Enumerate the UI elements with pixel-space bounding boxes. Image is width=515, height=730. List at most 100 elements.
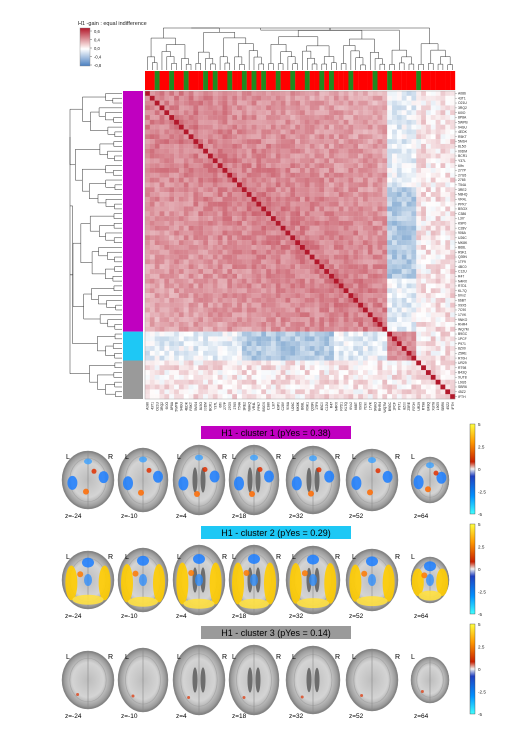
heatmap-cell xyxy=(382,374,388,380)
heatmap-cell xyxy=(203,288,209,294)
heatmap-cell xyxy=(362,307,368,313)
heatmap-cell xyxy=(367,350,373,356)
heatmap-cell xyxy=(329,307,335,313)
heatmap-cell xyxy=(329,384,335,390)
heatmap-cell xyxy=(367,370,373,376)
heatmap-cell xyxy=(280,336,286,342)
heatmap-cell xyxy=(333,206,339,212)
heatmap-cell xyxy=(372,115,378,121)
heatmap-cell xyxy=(159,331,165,337)
heatmap-cell xyxy=(300,235,305,241)
brain-slice xyxy=(228,544,280,616)
heatmap-cell xyxy=(159,346,165,352)
heatmap-cell xyxy=(270,331,276,337)
heatmap-cell xyxy=(227,148,233,154)
heatmap-cell xyxy=(149,153,155,159)
heatmap-cell xyxy=(237,230,243,236)
heatmap-cell xyxy=(406,269,412,275)
heatmap-cell xyxy=(222,129,228,135)
heatmap-cell xyxy=(450,153,456,159)
heatmap-cell xyxy=(406,172,412,178)
column-label: 5MS4 xyxy=(194,402,198,411)
heatmap-cell xyxy=(174,389,180,395)
heatmap-cell xyxy=(329,389,335,395)
heatmap-cell xyxy=(362,201,368,207)
heatmap-cell xyxy=(411,249,417,255)
heatmap-cell xyxy=(193,235,199,241)
heatmap-cell xyxy=(198,312,204,318)
heatmap-cell xyxy=(353,119,359,125)
heatmap-cell xyxy=(217,245,223,250)
heatmap-cell xyxy=(183,110,189,116)
heatmap-cell xyxy=(304,91,310,96)
group-cell xyxy=(275,71,281,90)
heatmap-cell xyxy=(411,192,417,198)
heatmap-cell xyxy=(159,105,165,111)
heatmap-cell xyxy=(164,220,170,226)
heatmap-cell xyxy=(145,245,150,250)
heatmap-cell xyxy=(348,245,354,250)
heatmap-cell xyxy=(435,379,441,385)
heatmap-cell xyxy=(377,245,383,250)
heatmap-cell xyxy=(300,283,305,289)
heatmap-cell xyxy=(353,326,359,332)
heatmap-cell xyxy=(382,346,388,352)
heatmap-cell xyxy=(198,302,204,308)
heatmap-cell xyxy=(193,158,199,164)
heatmap-cell xyxy=(450,110,456,116)
heatmap-cell xyxy=(227,331,233,337)
heatmap-cell xyxy=(266,355,272,361)
heatmap-cell xyxy=(193,355,199,361)
heatmap-cell xyxy=(421,350,427,356)
heatmap-cell xyxy=(145,394,150,400)
heatmap-cell xyxy=(319,168,325,173)
heatmap-cell xyxy=(237,240,243,246)
heatmap-cell xyxy=(222,172,228,178)
heatmap-cell xyxy=(285,163,291,169)
heatmap-cell xyxy=(392,100,398,106)
group-cell xyxy=(445,71,451,90)
heatmap-cell xyxy=(367,288,373,294)
column-label: 906A xyxy=(286,401,290,410)
heatmap-cell xyxy=(440,355,446,361)
heatmap-cell xyxy=(145,134,150,140)
heatmap-cell xyxy=(372,216,378,222)
heatmap-cell xyxy=(329,211,335,217)
heatmap-cell xyxy=(406,129,412,135)
heatmap-cell xyxy=(227,91,233,96)
legend-tick: -0,8 xyxy=(94,63,102,68)
heatmap-cell xyxy=(319,182,325,188)
heatmap-cell xyxy=(445,124,451,130)
heatmap-cell xyxy=(329,283,335,289)
row-label: 45Z2 xyxy=(458,390,466,394)
heatmap-cell xyxy=(183,394,189,400)
heatmap-cell xyxy=(367,374,373,380)
heatmap-cell xyxy=(212,249,218,255)
heatmap-cell xyxy=(314,235,320,241)
heatmap-cell xyxy=(174,350,180,356)
heatmap-cell xyxy=(285,322,291,327)
heatmap-cell xyxy=(237,350,243,356)
heatmap-cell xyxy=(232,220,238,226)
heatmap-cell xyxy=(396,211,402,217)
heatmap-cell xyxy=(445,370,451,376)
heatmap-cell xyxy=(353,379,359,385)
heatmap-cell xyxy=(241,336,247,342)
heatmap-cell xyxy=(261,158,267,164)
heatmap-cell xyxy=(362,322,368,327)
heatmap-cell xyxy=(377,336,383,342)
brain-slice xyxy=(228,644,280,716)
heatmap-cell xyxy=(362,143,368,149)
heatmap-cell xyxy=(145,317,150,323)
heatmap-cell xyxy=(353,322,359,327)
heatmap-cell xyxy=(164,148,170,154)
heatmap-cell xyxy=(212,283,218,289)
heatmap-cell xyxy=(207,326,213,332)
heatmap-cell xyxy=(193,139,199,145)
heatmap-cell xyxy=(198,182,204,188)
heatmap-cell xyxy=(411,91,417,96)
heatmap-cell xyxy=(188,273,194,279)
heatmap-cell xyxy=(207,288,213,294)
heatmap-cell xyxy=(367,187,373,193)
heatmap-cell xyxy=(319,196,325,202)
